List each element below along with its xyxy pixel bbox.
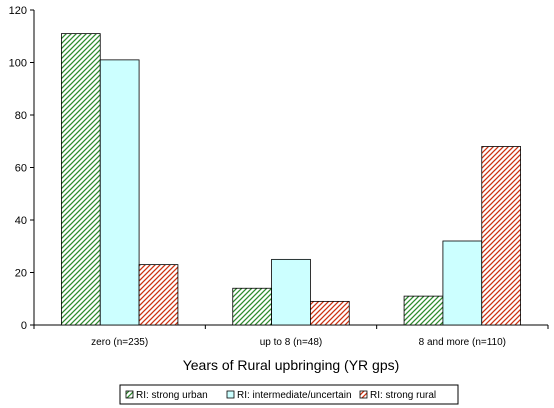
bar-ri-intermediate-uncertain-8-and-more-n-110 <box>442 240 483 326</box>
legend-swatch-ri-strong-rural <box>359 390 368 399</box>
bar-ri-strong-rural-8-and-more-n-110 <box>481 146 521 326</box>
x-tick-label-8-and-more-n-110: 8 and more (n=110) <box>419 337 506 348</box>
legend-label-ri-strong-urban: RI: strong urban <box>136 390 208 401</box>
y-tick-label-20: 20 <box>15 268 27 280</box>
y-tick-label-80: 80 <box>15 110 27 122</box>
x-axis-title: Years of Rural upbringing (YR gps) <box>183 357 400 373</box>
bar-ri-strong-rural-zero-n-235 <box>138 264 179 326</box>
legend-frame <box>119 384 459 405</box>
bar-ri-intermediate-uncertain-zero-n-235 <box>99 59 140 326</box>
bar-ri-intermediate-uncertain-up-to-8-n-48 <box>271 258 311 326</box>
legend-swatch-ri-intermediate-uncertain <box>226 390 235 399</box>
bars <box>61 33 521 326</box>
legend-label-ri-strong-rural: RI: strong rural <box>370 390 436 401</box>
x-tick-label-up-to-8-n-48: up to 8 (n=48) <box>260 337 323 348</box>
y-axis: 0 20 40 60 80 100 120 <box>9 5 35 332</box>
y-tick-label-60: 60 <box>15 163 27 175</box>
y-tick-label-40: 40 <box>15 215 27 227</box>
y-tick-label-120: 120 <box>9 5 27 17</box>
bar-ri-strong-rural-up-to-8-n-48 <box>310 300 350 326</box>
legend-items: RI: strong urban RI: intermediate/uncerta… <box>125 390 436 401</box>
legend-label-ri-intermediate-uncertain: RI: intermediate/uncertain <box>237 390 352 401</box>
legend: RI: strong urban RI: intermediate/uncerta… <box>119 384 459 405</box>
y-tick-label-100: 100 <box>9 58 27 70</box>
y-tick-label-0: 0 <box>21 320 27 332</box>
x-axis: zero (n=235) up to 8 (n=48) 8 and more (n=… <box>33 324 549 348</box>
x-tick-label-zero-n-235: zero (n=235) <box>91 337 148 348</box>
bar-ri-strong-urban-8-and-more-n-110 <box>403 295 444 326</box>
legend-swatch-ri-strong-urban <box>125 390 134 399</box>
bar-ri-strong-urban-up-to-8-n-48 <box>232 287 272 326</box>
bar-ri-strong-urban-zero-n-235 <box>61 33 101 326</box>
